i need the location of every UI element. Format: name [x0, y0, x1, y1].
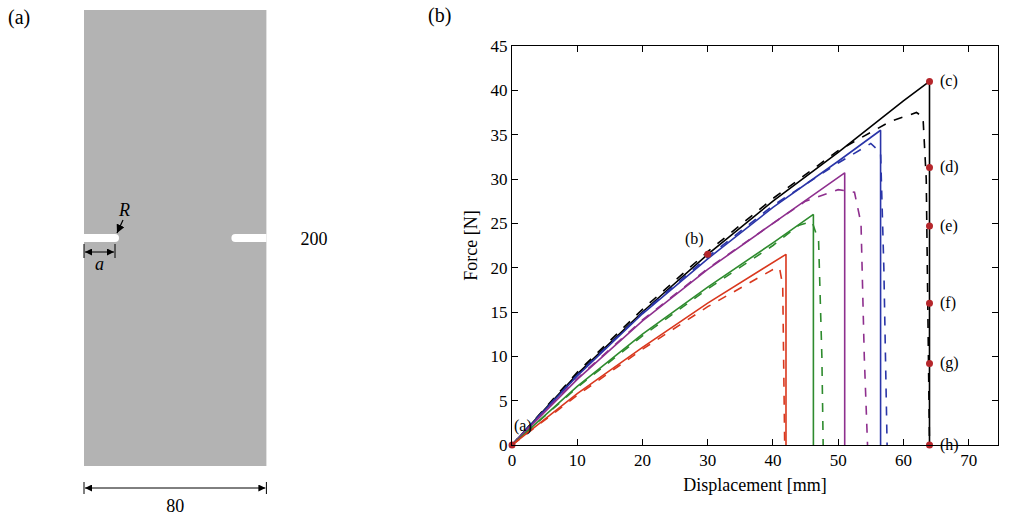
svg-text:Displacement [mm]: Displacement [mm]	[683, 475, 826, 495]
svg-text:40: 40	[491, 81, 508, 100]
svg-text:35: 35	[491, 126, 508, 145]
svg-text:(a): (a)	[8, 6, 30, 29]
svg-text:60: 60	[895, 451, 912, 470]
svg-text:Force [N]: Force [N]	[461, 210, 481, 280]
svg-text:30: 30	[699, 451, 716, 470]
svg-text:40: 40	[764, 451, 781, 470]
svg-text:10: 10	[569, 451, 586, 470]
svg-text:30: 30	[491, 170, 508, 189]
svg-text:5: 5	[499, 392, 508, 411]
svg-text:45: 45	[491, 37, 508, 56]
svg-text:25: 25	[491, 214, 508, 233]
svg-text:0: 0	[499, 436, 508, 455]
svg-text:80: 80	[166, 496, 184, 516]
svg-text:0: 0	[508, 451, 517, 470]
svg-text:(d): (d)	[940, 158, 959, 176]
html-text:(b): (b)	[428, 4, 452, 26]
svg-text:10: 10	[491, 347, 508, 366]
svg-text:(e): (e)	[940, 217, 958, 235]
svg-text:200: 200	[300, 229, 327, 249]
svg-text:(c): (c)	[940, 72, 958, 90]
svg-text:20: 20	[491, 259, 508, 278]
svg-text:(a): (a)	[514, 417, 532, 435]
svg-text:(h): (h)	[940, 436, 959, 454]
svg-text:20: 20	[634, 451, 651, 470]
svg-text:50: 50	[830, 451, 847, 470]
svg-text:R: R	[118, 200, 130, 220]
svg-text:15: 15	[491, 303, 508, 322]
svg-text:70: 70	[960, 451, 977, 470]
svg-text:(g): (g)	[940, 354, 959, 372]
svg-text:(f): (f)	[940, 294, 956, 312]
svg-text:(b): (b)	[685, 230, 704, 248]
svg-text:a: a	[95, 254, 104, 274]
